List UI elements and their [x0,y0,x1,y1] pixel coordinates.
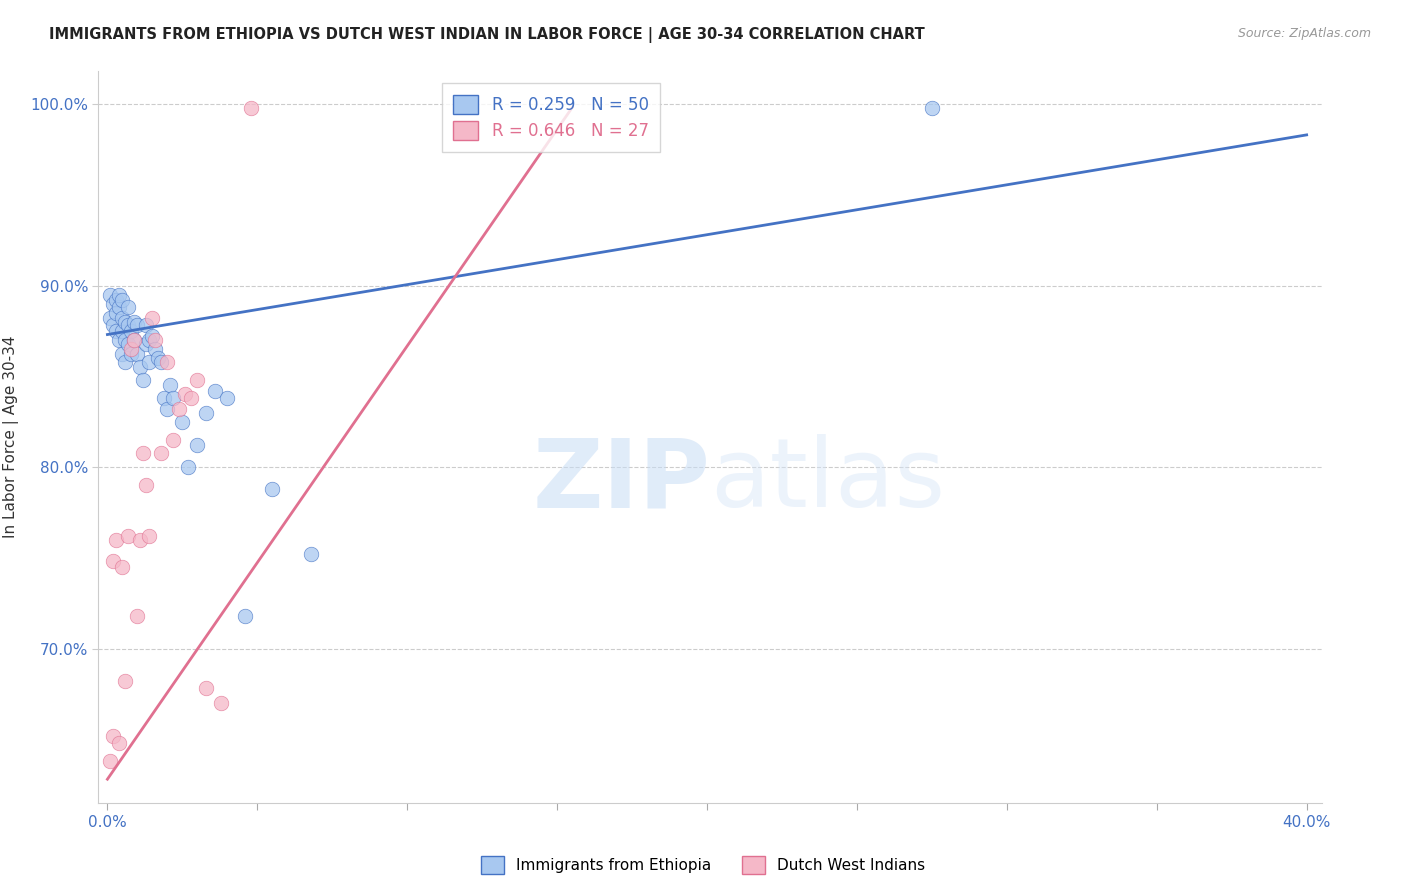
Point [217,391,239,405]
Point [204,384,226,398]
Point [148,351,170,365]
Point [145,333,167,347]
Point [120,347,142,361]
Point [262,482,284,496]
Point [156,355,179,369]
Point [186,438,208,452]
Point [135,478,157,492]
Point [240,101,263,115]
Point [209,696,232,710]
Point [105,306,128,320]
Point [138,333,160,347]
Point [195,406,218,420]
Point [156,401,179,416]
Legend: Immigrants from Ethiopia, Dutch West Indians: Immigrants from Ethiopia, Dutch West Ind… [475,850,931,880]
Point [169,401,191,416]
Point [111,559,134,574]
Point [120,324,142,338]
Legend: R = 0.259   N = 50, R = 0.646   N = 27: R = 0.259 N = 50, R = 0.646 N = 27 [441,83,661,152]
Point [108,736,131,750]
Point [120,342,142,356]
Point [129,360,152,375]
Text: IMMIGRANTS FROM ETHIOPIA VS DUTCH WEST INDIAN IN LABOR FORCE | AGE 30-34 CORRELA: IMMIGRANTS FROM ETHIOPIA VS DUTCH WEST I… [49,27,925,43]
Point [108,301,131,315]
Point [150,445,173,459]
Point [100,287,122,301]
Point [114,315,136,329]
Point [124,315,146,329]
Text: atlas: atlas [710,434,945,527]
Point [174,387,197,401]
Point [145,342,167,356]
Point [129,533,152,547]
Point [138,529,160,543]
Point [100,754,122,768]
Text: ZIP: ZIP [531,434,710,527]
Point [114,674,136,689]
Point [114,333,136,347]
Point [921,101,943,115]
Point [132,445,155,459]
Point [103,318,125,333]
Point [162,391,184,405]
Point [103,729,125,743]
Point [141,329,163,343]
Text: Source: ZipAtlas.com: Source: ZipAtlas.com [1237,27,1371,40]
Point [108,333,131,347]
Point [100,311,122,326]
Point [117,318,139,333]
Point [127,608,149,623]
Point [138,355,160,369]
Point [127,318,149,333]
Point [103,554,125,568]
Point [117,336,139,351]
Point [105,293,128,307]
Y-axis label: In Labor Force | Age 30-34: In Labor Force | Age 30-34 [3,335,18,539]
Point [195,681,218,696]
Point [177,460,200,475]
Point [135,318,157,333]
Point [299,547,322,561]
Point [150,355,173,369]
Point [135,336,157,351]
Point [127,347,149,361]
Point [162,433,184,447]
Point [124,333,146,347]
Point [108,287,131,301]
Point [114,355,136,369]
Point [105,533,128,547]
Point [117,301,139,315]
Point [124,333,146,347]
Point [153,391,176,405]
Point [111,324,134,338]
Point [111,311,134,326]
Point [159,378,181,392]
Point [105,324,128,338]
Point [141,311,163,326]
Point [180,391,202,405]
Point [132,373,155,387]
Point [117,529,139,543]
Point [233,608,256,623]
Point [172,415,194,429]
Point [111,347,134,361]
Point [103,296,125,310]
Point [186,373,208,387]
Point [111,293,134,307]
